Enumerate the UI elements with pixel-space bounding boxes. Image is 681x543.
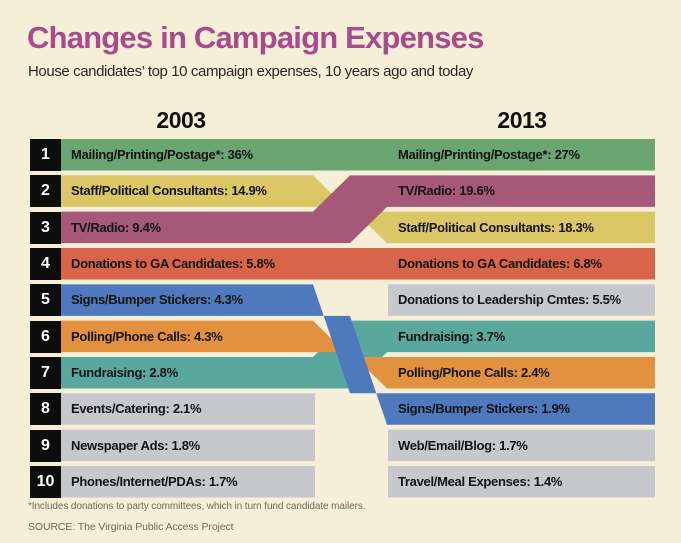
- rank-chip: 1: [30, 139, 61, 171]
- rank-chip: 6: [30, 320, 61, 353]
- column-header-2013: 2013: [497, 107, 547, 133]
- band-tv-radio: [61, 175, 655, 244]
- left-bar-label: Donations to GA Candidates: 5.8%: [71, 255, 275, 271]
- band-staff-political-consultants: [61, 175, 655, 244]
- left-bar-label: Events/Catering: 2.1%: [71, 401, 202, 417]
- left-bar-label: Polling/Phone Calls: 4.3%: [71, 328, 223, 344]
- right-bar-label: Fundraising: 3.7%: [398, 328, 505, 344]
- band-donations-leadership-cmtes: [388, 284, 655, 316]
- rank-chip: 5: [30, 284, 61, 317]
- right-bar-label: Web/Email/Blog: 1.7%: [398, 437, 528, 453]
- footnote: *Includes donations to party committees,…: [28, 501, 366, 512]
- right-bar-label: Polling/Phone Calls: 2.4%: [398, 364, 550, 380]
- chart-subtitle: House candidates’ top 10 campaign expens…: [28, 63, 474, 80]
- rank-chip: 2: [30, 175, 61, 208]
- band-events-catering: [61, 393, 315, 425]
- rank-chip: 8: [30, 393, 61, 426]
- column-header-2003: 2003: [156, 107, 206, 133]
- right-bar-label: Donations to GA Candidates: 6.8%: [398, 255, 602, 271]
- right-bar-label: Signs/Bumper Stickers: 1.9%: [398, 401, 570, 417]
- left-bar-label: Staff/Political Consultants: 14.9%: [71, 183, 267, 199]
- left-bar-label: Signs/Bumper Stickers: 4.3%: [71, 292, 243, 308]
- band-newspaper-ads: [61, 429, 315, 462]
- right-bar-label: Travel/Meal Expenses: 1.4%: [398, 473, 563, 489]
- rank-chip: 7: [30, 356, 61, 389]
- rank-chip: 4: [30, 247, 61, 280]
- left-bar-label: Phones/Internet/PDAs: 1.7%: [71, 473, 238, 489]
- band-travel-meal-expenses: [388, 465, 655, 498]
- band-signs-bumper-stickers: [61, 284, 655, 425]
- chart-title: Changes in Campaign Expenses: [27, 20, 484, 55]
- left-bar-label: Newspaper Ads: 1.8%: [71, 437, 200, 453]
- rank-chip: 3: [30, 211, 61, 244]
- right-bar-label: Donations to Leadership Cmtes: 5.5%: [398, 292, 621, 308]
- band-polling-phone-calls: [61, 320, 655, 389]
- band-phones-internet-pdas: [61, 465, 315, 498]
- rank-chip: 10: [30, 465, 61, 498]
- band-web-email-blog: [388, 429, 655, 462]
- right-bar-label: TV/Radio: 19.6%: [398, 183, 495, 199]
- right-bar-label: Mailing/Printing/Postage*: 27%: [398, 147, 580, 162]
- right-bar-label: Staff/Political Consultants: 18.3%: [398, 219, 594, 235]
- left-bar-label: TV/Radio: 9.4%: [71, 219, 161, 235]
- left-bar-label: Fundraising: 2.8%: [71, 364, 178, 380]
- source-line: SOURCE: The Virginia Public Access Proje…: [28, 521, 234, 533]
- band-mailing-printing-postage: [61, 139, 655, 171]
- rank-chip: 9: [30, 429, 61, 462]
- left-bar-label: Mailing/Printing/Postage*: 36%: [71, 147, 253, 162]
- band-donations-ga-candidates: [61, 247, 655, 280]
